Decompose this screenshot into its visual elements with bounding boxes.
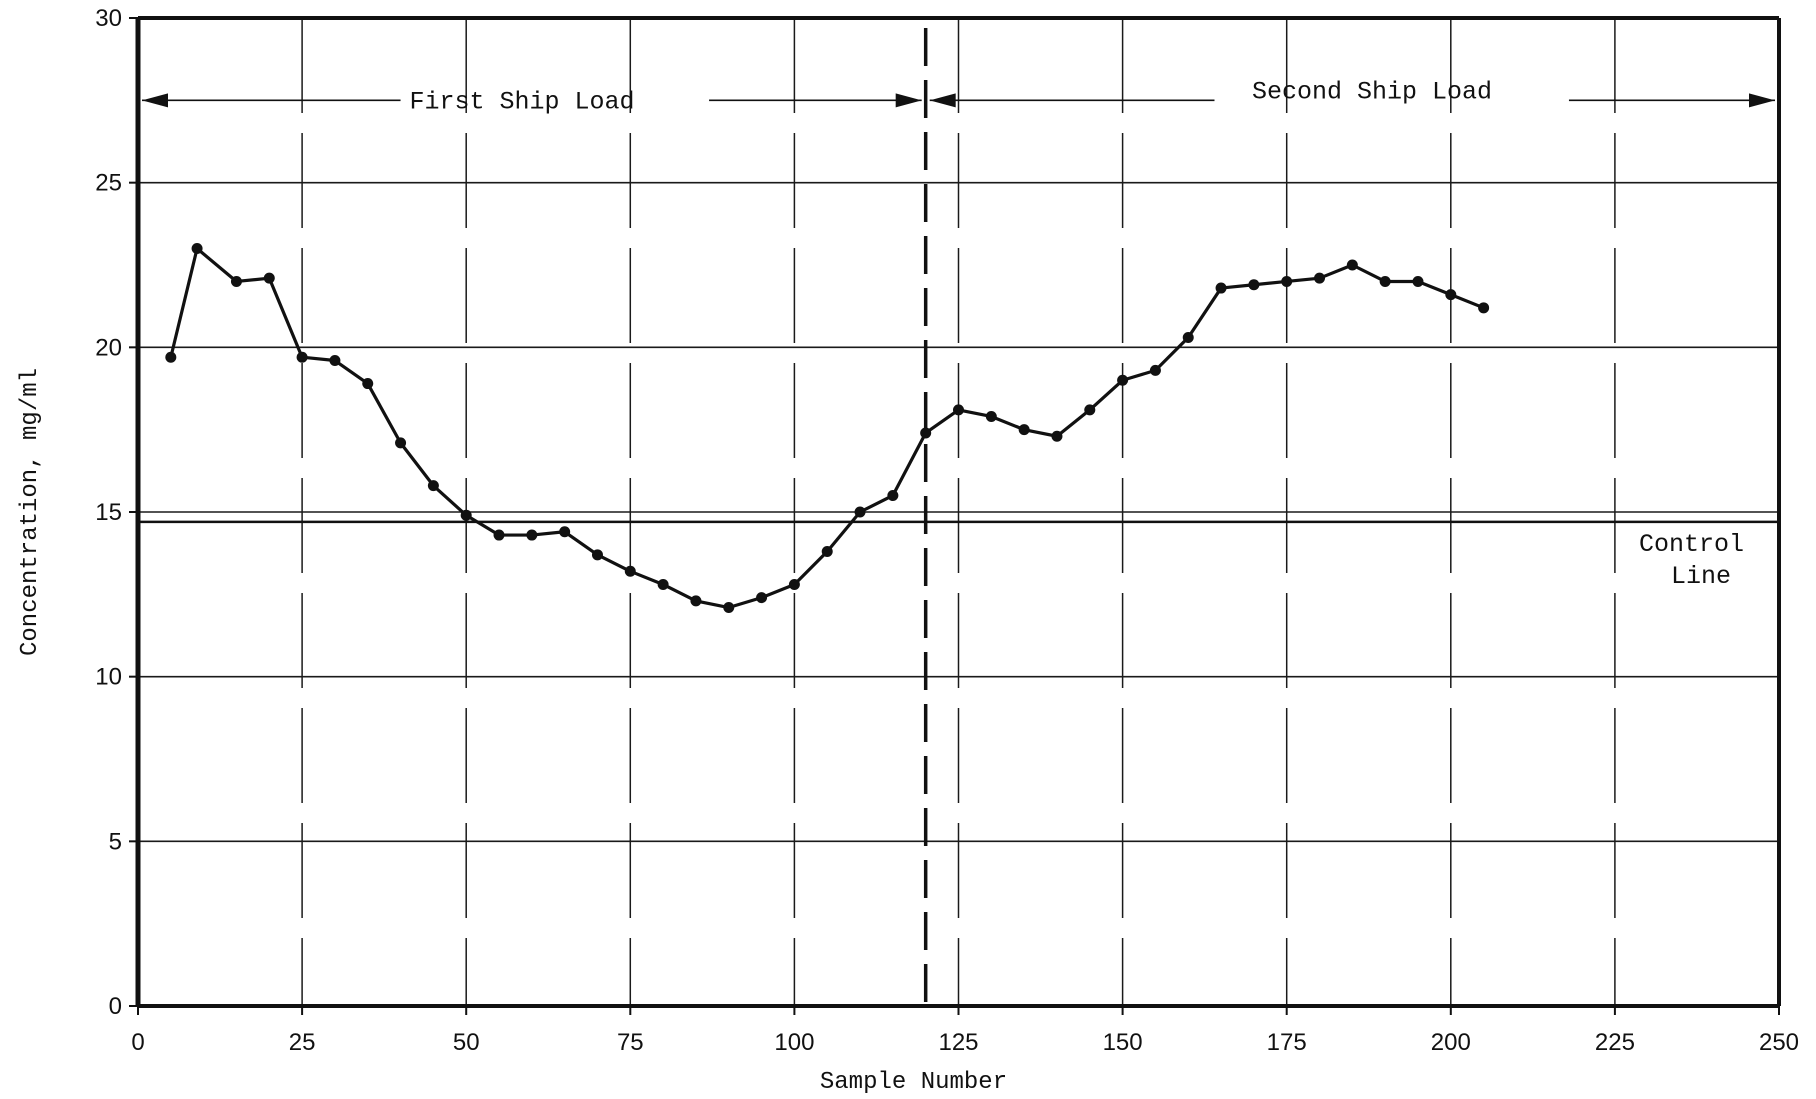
y-tick-label: 20: [95, 334, 122, 361]
data-point: [1412, 275, 1424, 287]
data-point: [1445, 289, 1457, 301]
data-point: [821, 546, 833, 558]
first-ship-load-label: First Ship Load: [409, 87, 634, 116]
y-tick-label: 0: [109, 993, 122, 1020]
data-point: [526, 529, 538, 541]
data-point: [690, 595, 702, 607]
x-tick-label: 200: [1431, 1029, 1471, 1056]
data-point: [788, 578, 800, 590]
data-point: [1182, 331, 1194, 343]
control-line-label-line2: Line: [1671, 562, 1731, 591]
data-point: [427, 480, 439, 492]
data-point: [493, 529, 505, 541]
x-tick-label: 0: [131, 1029, 144, 1056]
arrow-head: [929, 93, 956, 108]
x-tick-label: 50: [453, 1029, 480, 1056]
y-axis-title: Concentration, mg/ml: [17, 368, 44, 656]
data-point: [920, 427, 932, 439]
data-point: [756, 592, 768, 604]
y-tick-label: 10: [95, 664, 122, 691]
data-point: [230, 275, 242, 287]
data-point: [1051, 430, 1063, 442]
data-point: [1149, 364, 1161, 376]
arrow-head: [1749, 93, 1775, 108]
data-point: [296, 351, 308, 363]
data-point: [1346, 259, 1358, 271]
data-point: [591, 549, 603, 561]
arrow-head: [895, 93, 922, 108]
arrow-head: [142, 93, 168, 108]
data-point: [1281, 275, 1293, 287]
x-axis-title: Sample Number: [820, 1069, 1007, 1096]
x-tick-label: 125: [938, 1029, 978, 1056]
data-point: [1215, 282, 1227, 294]
data-point: [953, 404, 964, 416]
data-point: [191, 243, 203, 255]
data-point: [1117, 374, 1129, 386]
data-point: [1248, 279, 1260, 291]
second-ship-load-label: Second Ship Load: [1252, 77, 1492, 106]
annotations: First Ship Load Second Ship Load Control…: [409, 77, 1744, 591]
x-tick-label: 25: [289, 1029, 316, 1056]
y-tick-label: 30: [95, 5, 122, 32]
data-point: [624, 565, 636, 577]
data-point: [723, 602, 735, 614]
data-point: [1314, 272, 1326, 284]
data-point: [1478, 302, 1490, 314]
x-tick-label: 175: [1267, 1029, 1307, 1056]
grid: [138, 18, 1779, 1006]
data-point: [559, 526, 571, 538]
data-point: [887, 490, 899, 502]
x-tick-label: 100: [774, 1029, 814, 1056]
data-point: [985, 410, 997, 422]
x-tick-label: 250: [1759, 1029, 1799, 1056]
data-point: [362, 378, 374, 390]
data-point: [395, 437, 407, 449]
y-tick-label: 25: [95, 170, 122, 197]
data-point: [263, 272, 275, 284]
control-line-label: Control: [1639, 530, 1744, 559]
x-tick-label: 75: [617, 1029, 644, 1056]
data-point: [1379, 275, 1391, 287]
data-point: [1084, 404, 1096, 416]
axes: 0 25 50 75 100 125 150 175 200 225 250 0 5 10 15 20 25 30: [95, 5, 1799, 1056]
data-point: [165, 351, 177, 363]
data-point: [1018, 424, 1030, 436]
reference-lines: [138, 28, 1779, 1006]
data-series: [165, 243, 1490, 614]
x-tick-label: 150: [1103, 1029, 1143, 1056]
data-point: [329, 355, 341, 367]
y-tick-label: 15: [95, 499, 122, 526]
data-point: [657, 578, 669, 590]
y-tick-label: 5: [109, 828, 122, 855]
data-point: [460, 509, 472, 521]
x-tick-label: 225: [1595, 1029, 1635, 1056]
data-point: [854, 506, 866, 518]
